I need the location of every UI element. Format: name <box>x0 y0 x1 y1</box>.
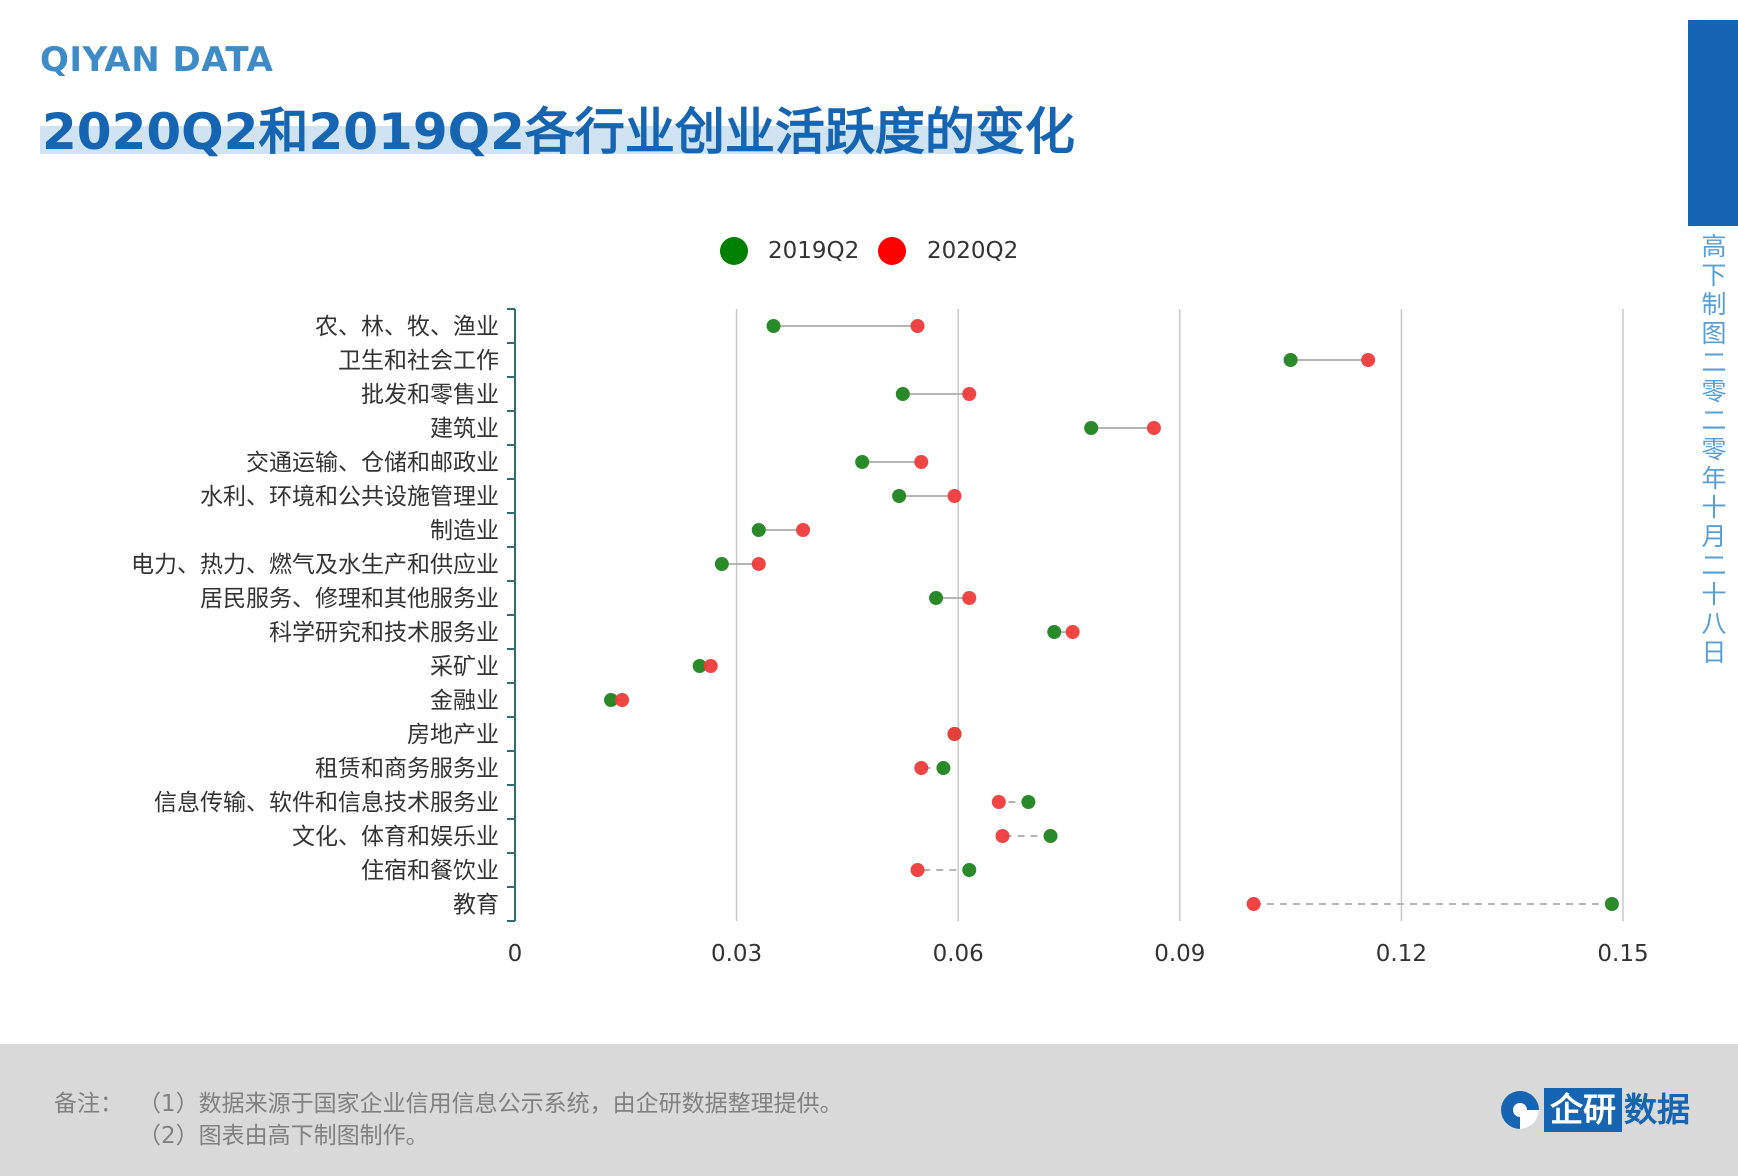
point-2019q2 <box>692 659 707 673</box>
category-label: 水利、环境和公共设施管理业 <box>200 484 499 510</box>
category-label: 居民服务、修理和其他服务业 <box>200 586 499 612</box>
point-2019q2 <box>1047 625 1062 639</box>
category-label: 文化、体育和娱乐业 <box>292 824 499 850</box>
point-2019q2 <box>1283 353 1298 367</box>
x-tick-label: 0.09 <box>1154 941 1205 967</box>
note-label: 备注： <box>54 1091 123 1117</box>
point-2019q2 <box>1021 795 1036 809</box>
point-2019q2 <box>855 455 870 469</box>
category-label: 制造业 <box>430 518 499 544</box>
legend-swatch-2019 <box>720 237 748 265</box>
legend-label-2019: 2019Q2 <box>768 238 859 264</box>
point-2020q2 <box>947 489 962 503</box>
point-2019q2 <box>751 523 766 537</box>
category-label: 建筑业 <box>430 416 499 442</box>
side-accent-bar <box>1688 20 1738 226</box>
category-label: 农、林、牧、渔业 <box>315 314 499 340</box>
category-label: 住宿和餐饮业 <box>361 858 499 884</box>
category-label: 卫生和社会工作 <box>338 348 499 374</box>
category-label: 教育 <box>453 892 499 918</box>
point-2020q2 <box>796 523 811 537</box>
brand-label: QIYAN DATA <box>40 40 274 80</box>
point-2020q2 <box>962 387 977 401</box>
note-source: （1）数据来源于国家企业信用信息公示系统，由企研数据整理提供。 <box>138 1091 843 1117</box>
point-2019q2 <box>714 557 729 571</box>
legend-swatch-2020 <box>878 237 906 265</box>
company-logo: 企研 数据 <box>1500 1088 1690 1132</box>
category-label: 电力、热力、燃气及水生产和供应业 <box>131 552 499 578</box>
point-2020q2 <box>914 455 929 469</box>
category-label: 交通运输、仓储和邮政业 <box>246 450 499 476</box>
x-tick-label: 0.15 <box>1597 941 1648 967</box>
x-tick-label: 0.12 <box>1376 941 1427 967</box>
x-tick-label: 0 <box>508 941 523 967</box>
legend-label-2020: 2020Q2 <box>927 238 1018 264</box>
side-date-text: 高下制图 二零二零年十月二十八日 <box>1701 232 1727 667</box>
category-label: 批发和零售业 <box>361 382 499 408</box>
point-2019q2 <box>604 693 619 707</box>
point-2020q2 <box>1146 421 1161 435</box>
point-2020q2 <box>914 761 929 775</box>
point-2020q2 <box>1361 353 1376 367</box>
point-2020q2 <box>947 727 962 741</box>
title-highlight <box>40 126 1016 154</box>
logo-text: 数据 <box>1624 1090 1690 1129</box>
note-credit: （2）图表由高下制图制作。 <box>138 1123 429 1149</box>
point-2020q2 <box>910 319 925 333</box>
chart-legend: 2019Q2 2020Q2 <box>720 237 1018 265</box>
point-2019q2 <box>1043 829 1058 843</box>
category-label: 金融业 <box>430 688 499 714</box>
point-2020q2 <box>1246 897 1261 911</box>
point-2020q2 <box>615 693 630 707</box>
point-2020q2 <box>962 591 977 605</box>
category-label: 科学研究和技术服务业 <box>269 620 499 646</box>
point-2019q2 <box>895 387 910 401</box>
category-label: 房地产业 <box>407 722 499 748</box>
category-label: 信息传输、软件和信息技术服务业 <box>154 790 499 816</box>
point-2020q2 <box>1065 625 1080 639</box>
point-2019q2 <box>892 489 907 503</box>
logo-box-text: 企研 <box>1544 1088 1622 1132</box>
dumbbell-chart: 2019Q2 2020Q2 0 0.03 0.06 0.09 0.12 0.15 农、林、… <box>131 237 1649 967</box>
point-2020q2 <box>910 863 925 877</box>
point-2019q2 <box>929 591 944 605</box>
point-2019q2 <box>936 761 951 775</box>
point-2020q2 <box>991 795 1006 809</box>
logo-mark-icon <box>1501 1091 1539 1129</box>
point-2020q2 <box>751 557 766 571</box>
point-2019q2 <box>766 319 781 333</box>
category-label: 采矿业 <box>430 654 499 680</box>
page-title: 2020Q2和2019Q2各行业创业活跃度的变化 <box>42 103 1075 161</box>
footer-band <box>0 1044 1738 1176</box>
point-2020q2 <box>995 829 1010 843</box>
point-2019q2 <box>1604 897 1619 911</box>
point-2019q2 <box>962 863 977 877</box>
point-2020q2 <box>703 659 718 673</box>
x-tick-label: 0.06 <box>933 941 984 967</box>
category-label: 租赁和商务服务业 <box>315 756 499 782</box>
x-tick-label: 0.03 <box>711 941 762 967</box>
point-2019q2 <box>1084 421 1099 435</box>
